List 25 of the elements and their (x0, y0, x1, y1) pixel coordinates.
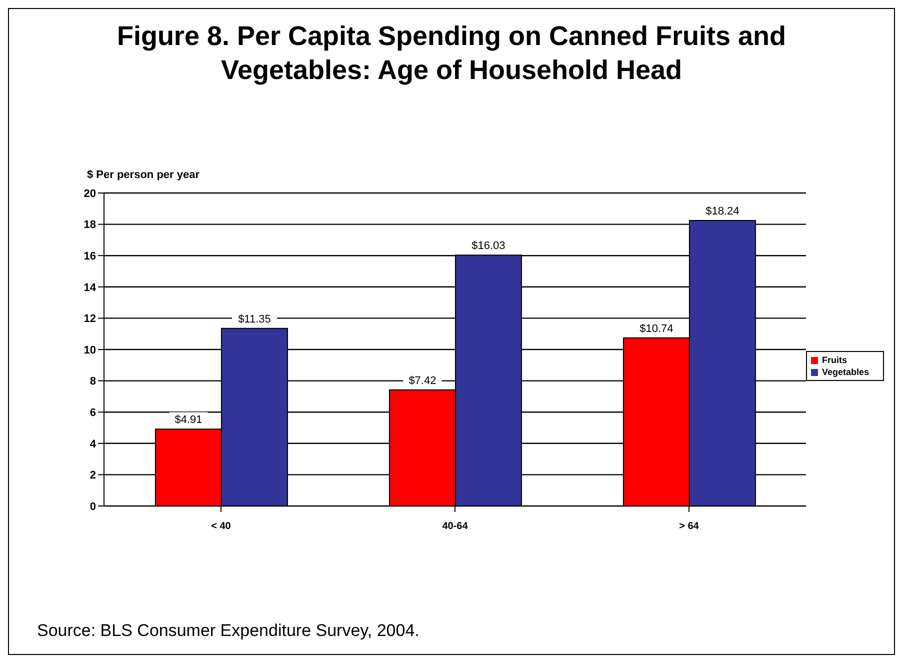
data-label: $7.42 (408, 374, 436, 387)
y-tick-label: 6 (90, 407, 96, 420)
y-axis-title: $ Per person per year (87, 169, 200, 181)
y-tick-label: 18 (84, 219, 96, 232)
source-note: Source: BLS Consumer Expenditure Survey, 2004. (37, 621, 420, 641)
data-label: $16.03 (472, 240, 506, 252)
y-tick-label: 4 (90, 438, 97, 450)
data-label: $11.35 (238, 313, 271, 326)
x-tick-label: < 40 (211, 521, 232, 532)
legend-label: Vegetables (822, 367, 869, 377)
y-tick-label: 2 (90, 470, 96, 482)
data-label: $10.74 (640, 322, 674, 335)
y-tick-label: 14 (84, 282, 97, 294)
x-tick-label: 40-64 (442, 521, 468, 532)
x-tick-label: > 64 (679, 521, 700, 532)
y-tick-label: 0 (90, 500, 96, 513)
y-tick-label: 8 (90, 376, 96, 388)
data-label: $4.91 (174, 414, 202, 426)
y-tick-label: 20 (84, 188, 96, 200)
y-tick-label: 16 (84, 250, 96, 263)
data-label: $18.24 (706, 206, 740, 218)
legend-label: Fruits (822, 355, 847, 365)
y-tick-label: 12 (84, 313, 96, 326)
chart-title: Figure 8. Per Capita Spending on Canned Fruits and Vegetables: Age of Household Head (116, 20, 788, 87)
y-tick-label: 10 (84, 344, 96, 356)
